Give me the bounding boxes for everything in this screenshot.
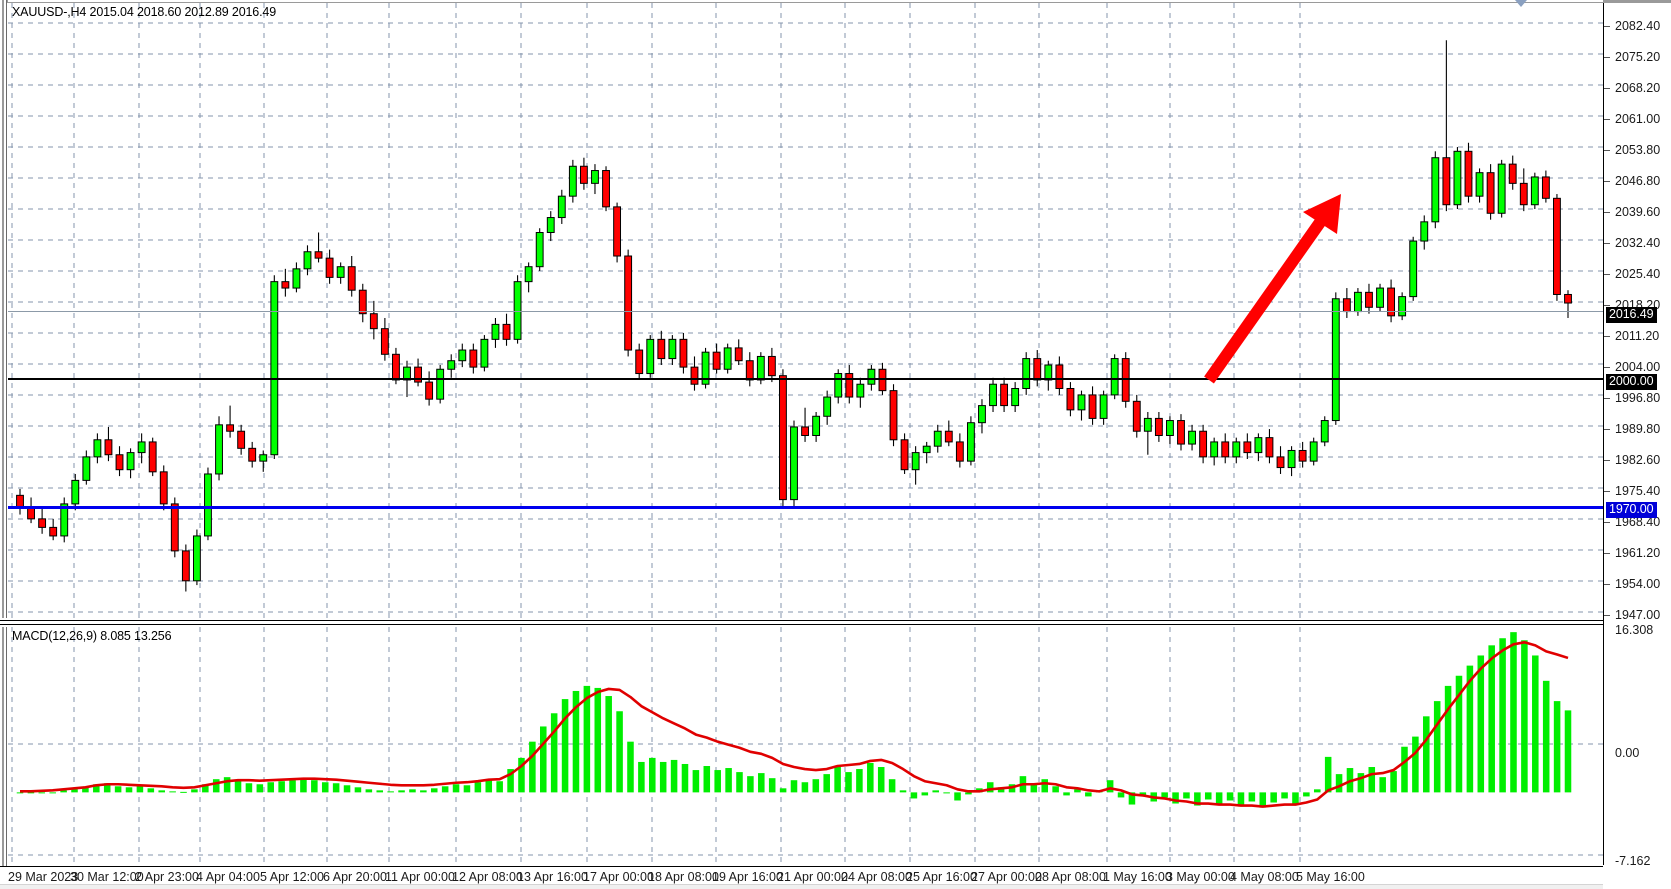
price-tick-label: 1954.00 [1615, 577, 1661, 591]
time-tick-label: 12 Apr 08:00 [452, 870, 523, 884]
price-tick-label: 2075.20 [1615, 50, 1661, 64]
price-tick [1604, 491, 1610, 492]
macd-indicator-panel[interactable] [8, 627, 1603, 865]
time-tick-label: 30 Mar 12:00 [70, 870, 144, 884]
chart-symbol-header: XAUUSD-,H4 2015.04 2018.60 2012.89 2016.… [12, 5, 277, 19]
price-tick-label: 2004.00 [1615, 360, 1661, 374]
price-tick-label: 2061.00 [1615, 112, 1661, 126]
price-tick-label: 2032.40 [1615, 236, 1661, 250]
price-tag-2000-00: 2000.00 [1606, 374, 1657, 391]
price-tick [1604, 398, 1610, 399]
time-tick-label: 19 Apr 16:00 [712, 870, 783, 884]
price-tick-label: 1961.20 [1615, 546, 1661, 560]
time-tick-label: 13 Apr 16:00 [517, 870, 588, 884]
horizontal-scrollbar[interactable] [0, 884, 1671, 889]
price-tick [1604, 57, 1610, 58]
time-tick-label: 5 May 16:00 [1296, 870, 1365, 884]
price-tick [1604, 274, 1610, 275]
macd-tick-label: -7.162 [1615, 854, 1651, 868]
time-tick-label: 4 Apr 04:00 [196, 870, 260, 884]
price-tick [1604, 460, 1610, 461]
price-tick-label: 2068.20 [1615, 81, 1661, 95]
price-tick [1604, 429, 1610, 430]
price-tick-label: 1982.60 [1615, 453, 1661, 467]
price-tick-label: 2039.60 [1615, 205, 1661, 219]
level-line-2000[interactable] [8, 378, 1603, 380]
candlestick-series [16, 40, 1572, 592]
price-tick [1604, 522, 1610, 523]
price-scale-axis[interactable]: 2082.40 2075.20 2068.20 2061.00 2053.80 2046.… [1603, 3, 1671, 868]
price-tick [1604, 336, 1610, 337]
time-tick-label: 29 Mar 2023 [8, 870, 79, 884]
price-tag-1970-00: 1970.00 [1606, 502, 1657, 519]
current-price-line [8, 311, 1603, 312]
price-tick [1604, 367, 1610, 368]
price-tick [1604, 615, 1610, 616]
price-tick [1604, 243, 1610, 244]
price-tick-label: 2025.40 [1615, 267, 1661, 281]
price-chart-panel[interactable] [8, 3, 1603, 618]
time-tick-label: 24 Apr 08:00 [841, 870, 912, 884]
macd-title-label: MACD(12,26,9) 8.085 13.256 [12, 629, 172, 643]
time-tick-label: 11 Apr 00:00 [385, 870, 455, 884]
price-tick-label: 2082.40 [1615, 19, 1661, 33]
time-tick-label: 4 May 08:00 [1230, 870, 1299, 884]
window-left-border [0, 0, 7, 867]
price-tick [1604, 26, 1610, 27]
price-tag-2016-49: 2016.49 [1606, 307, 1657, 324]
time-tick-label: 2 Apr 23:00 [135, 870, 199, 884]
time-tick-label: 18 Apr 08:00 [648, 870, 719, 884]
price-tick [1604, 150, 1610, 151]
time-tick-label: 5 Apr 12:00 [260, 870, 324, 884]
chart-marker-icon [1515, 0, 1527, 7]
price-gridlines [8, 3, 1603, 618]
price-tick-label: 1968.40 [1615, 515, 1661, 529]
time-tick-label: 17 Apr 00:00 [583, 870, 654, 884]
price-tick-label: 1989.80 [1615, 422, 1661, 436]
time-tick-label: 21 Apr 00:00 [777, 870, 848, 884]
level-line-1970[interactable] [8, 506, 1603, 509]
time-tick-label: 6 Apr 20:00 [323, 870, 387, 884]
chart-top-edge [8, 0, 1603, 2]
price-tick-label: 2046.80 [1615, 174, 1661, 188]
price-tick [1604, 119, 1610, 120]
price-tick [1604, 305, 1610, 306]
macd-tick-label: 0.00 [1615, 746, 1640, 760]
price-tick [1604, 584, 1610, 585]
time-tick-label: 28 Apr 08:00 [1035, 870, 1106, 884]
time-tick-label: 25 Apr 16:00 [906, 870, 977, 884]
price-tick-label: 1996.80 [1615, 391, 1661, 405]
macd-tick-label: 16.308 [1615, 623, 1654, 637]
price-tick [1604, 181, 1610, 182]
price-tick [1604, 88, 1610, 89]
price-tick-label: 2053.80 [1615, 143, 1661, 157]
scale-corner [1603, 866, 1671, 889]
price-tick-label: 2011.20 [1615, 329, 1660, 343]
panel-separator [0, 618, 1611, 627]
price-tick [1604, 212, 1610, 213]
macd-series [16, 632, 1572, 808]
price-tick-label: 1975.40 [1615, 484, 1661, 498]
time-tick-label: 1 May 16:00 [1103, 870, 1172, 884]
time-tick-label: 27 Apr 00:00 [971, 870, 1042, 884]
price-tick [1604, 553, 1610, 554]
time-scale-axis[interactable]: 29 Mar 2023 30 Mar 12:00 2 Apr 23:00 4 Apr … [0, 866, 1671, 889]
price-tick-label: 1947.00 [1615, 608, 1661, 622]
time-tick-label: 3 May 00:00 [1166, 870, 1235, 884]
